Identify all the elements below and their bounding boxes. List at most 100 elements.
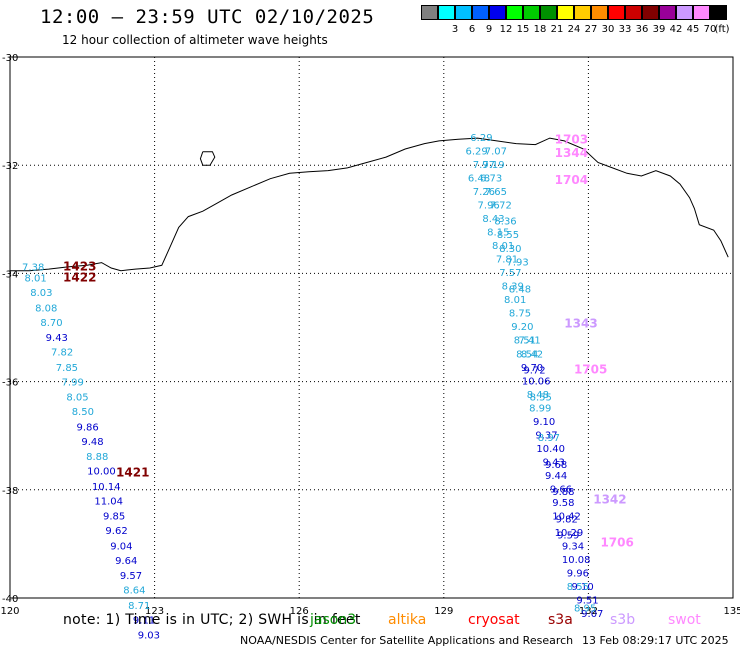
wave-height-value: 8.55 xyxy=(530,393,552,404)
wave-height-value: 10.42 xyxy=(552,512,581,523)
wave-height-value: 10.40 xyxy=(536,444,565,455)
wave-height-value: 7.97 xyxy=(473,160,495,171)
wave-height-value: 7.93 xyxy=(506,257,528,268)
latitude-tick-label: -32 xyxy=(2,161,18,172)
legend-label: 70 xyxy=(703,24,717,35)
pass-time-label: 1703 xyxy=(555,133,588,147)
longitude-tick-label: 135 xyxy=(723,606,740,617)
wave-height-value: 7.41 xyxy=(519,336,541,347)
wave-height-value: 7.96 xyxy=(478,200,500,211)
legend-swatch xyxy=(506,5,523,20)
legend-label: 21 xyxy=(550,24,564,35)
wave-height-value: 9.58 xyxy=(552,498,574,509)
wave-height-value: 9.62 xyxy=(105,526,127,537)
wave-height-value: 6.73 xyxy=(480,173,502,184)
wave-height-value: 9.66 xyxy=(550,485,572,496)
legend-swatch xyxy=(659,5,676,20)
legend-label: 27 xyxy=(584,24,598,35)
wave-height-value: 8.97 xyxy=(538,433,560,444)
wave-height-value: 8.51 xyxy=(514,336,536,347)
legend-swatch xyxy=(472,5,489,20)
wave-height-value: 9.34 xyxy=(562,541,584,552)
chart-subtitle: 12 hour collection of altimeter wave hei… xyxy=(62,33,328,47)
wave-height-value: 9.10 xyxy=(533,417,555,428)
pass-time-label: 1705 xyxy=(574,362,607,376)
wave-height-value: 8.30 xyxy=(499,244,521,255)
legend-swatch xyxy=(710,5,727,20)
wave-height-value: 7.65 xyxy=(485,187,507,198)
wave-height-value: 9.04 xyxy=(110,541,132,552)
wave-height-value: 9.44 xyxy=(545,471,567,482)
wave-height-value: 9.86 xyxy=(77,422,99,433)
wave-height-value: 8.64 xyxy=(123,586,145,597)
map-frame xyxy=(9,56,734,599)
wave-height-value: 8.15 xyxy=(487,228,509,239)
legend-label: 45 xyxy=(686,24,700,35)
legend-swatch xyxy=(591,5,608,20)
island-outline xyxy=(199,151,216,166)
pass-time-label: 1342 xyxy=(593,492,626,506)
wave-height-value: 7.07 xyxy=(485,146,507,157)
longitude-tick-label: 120 xyxy=(0,606,19,617)
footer-credit: NOAA/NESDIS Center for Satellite Applica… xyxy=(240,634,574,647)
wave-height-value: 8.75 xyxy=(509,309,531,320)
longitude-tick-label: 129 xyxy=(434,606,453,617)
satellite-name-cryosat: cryosat xyxy=(468,612,520,628)
wave-height-value: 10.29 xyxy=(555,528,584,539)
wave-height-value: 7.85 xyxy=(56,363,78,374)
legend-label: 3 xyxy=(451,24,459,35)
wave-height-value: 10.00 xyxy=(87,467,116,478)
wave-height-value: 9.03 xyxy=(138,631,160,642)
wave-height-value: 8.55 xyxy=(567,582,589,593)
wave-height-value: 8.01 xyxy=(24,274,46,285)
longitude-tick-label: 126 xyxy=(290,606,309,617)
legend-swatch xyxy=(574,5,591,20)
wave-height-value: 8.01 xyxy=(492,241,514,252)
wave-height-value: 8.99 xyxy=(529,403,551,414)
wave-height-value: 8.54 xyxy=(516,349,538,360)
latitude-tick-label: -36 xyxy=(2,378,18,389)
legend-label: 39 xyxy=(652,24,666,35)
wave-height-value: 8.05 xyxy=(66,393,88,404)
wave-height-value: 8.48 xyxy=(527,390,549,401)
wave-height-value: 9.85 xyxy=(103,512,125,523)
wave-height-value: 8.48 xyxy=(509,284,531,295)
legend-swatch xyxy=(540,5,557,20)
wave-height-value: 8.43 xyxy=(482,214,504,225)
wave-height-value: 8.70 xyxy=(40,318,62,329)
wave-height-value: 8.08 xyxy=(35,303,57,314)
legend-swatch xyxy=(557,5,574,20)
wave-height-value: 9.72 xyxy=(523,365,545,376)
wave-height-value: 8.36 xyxy=(494,217,516,228)
longitude-tick-label: 123 xyxy=(145,606,164,617)
wave-height-value: 6.29 xyxy=(470,133,492,144)
wave-height-value: 6.48 xyxy=(468,173,490,184)
satellite-name-swot: swot xyxy=(668,612,701,628)
legend-unit: (ft) xyxy=(714,24,730,35)
wave-height-value: 7.26 xyxy=(473,187,495,198)
wave-height-value: 8.95 xyxy=(574,604,596,615)
wave-height-value: 9.07 xyxy=(581,609,603,620)
wave-height-value: 9.70 xyxy=(521,363,543,374)
wave-height-value: 9.20 xyxy=(511,322,533,333)
wave-height-value: 9.37 xyxy=(535,430,557,441)
legend-swatch xyxy=(489,5,506,20)
wave-height-value: 8.55 xyxy=(497,230,519,241)
legend-swatch xyxy=(608,5,625,20)
wave-height-value: 8.01 xyxy=(504,295,526,306)
wave-height-value: 9.57 xyxy=(120,571,142,582)
wave-height-value: 8.39 xyxy=(502,282,524,293)
satellite-name-s3b: s3b xyxy=(610,612,636,628)
wave-height-value: 8.03 xyxy=(30,288,52,299)
legend-swatch xyxy=(421,5,438,20)
wave-height-value: 8.88 xyxy=(86,452,108,463)
wave-height-value: 7.19 xyxy=(482,160,504,171)
satellite-name-jason3: jason3 xyxy=(310,612,357,628)
wave-height-value: 9.82 xyxy=(556,514,578,525)
pass-time-label: 1706 xyxy=(600,536,633,550)
legend-label: 33 xyxy=(618,24,632,35)
wave-height-value: 6.29 xyxy=(465,146,487,157)
legend-label: 36 xyxy=(635,24,649,35)
wave-height-value: 9.43 xyxy=(543,457,565,468)
legend-label: 42 xyxy=(669,24,683,35)
